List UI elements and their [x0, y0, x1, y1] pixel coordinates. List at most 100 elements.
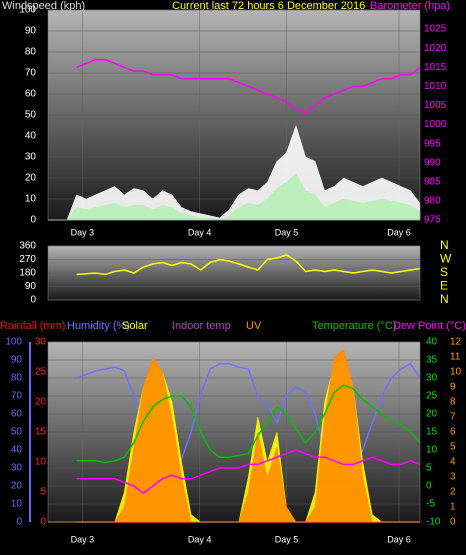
y-tick-label: 0	[16, 517, 22, 528]
y-tick-label: 180	[19, 268, 36, 279]
legend-label: Indoor temp	[172, 320, 231, 332]
y-tick-label: 70	[11, 391, 23, 402]
x-tick-label: Day 5	[275, 534, 299, 544]
series-line	[76, 58, 421, 114]
x-tick-label: Day 3	[71, 534, 95, 544]
y-tick-label: 8	[450, 397, 456, 408]
x-tick-label: Day 6	[387, 227, 411, 237]
y-axis-title: Windspeed (kph)	[2, 0, 85, 12]
y-tick-label: 40	[426, 337, 438, 348]
y-tick-label: S	[440, 265, 448, 279]
y-tick-label: 25	[35, 367, 47, 378]
y-tick-label: 11	[450, 352, 461, 363]
y-tick-label: 360	[19, 241, 36, 252]
y-tick-label: 1	[450, 502, 456, 513]
y-tick-label: 50	[25, 110, 37, 121]
y-tick-label: 10	[25, 194, 37, 205]
legend-label: Temperature (°C)	[312, 320, 396, 332]
y-tick-label: 9	[450, 382, 456, 393]
y-tick-label: 80	[11, 373, 23, 384]
y-tick-label: 12	[450, 337, 462, 348]
y-tick-label: 100	[19, 5, 36, 16]
y-tick-label: 20	[35, 397, 47, 408]
y-tick-label: 10	[450, 367, 462, 378]
y-tick-label: 40	[25, 131, 37, 142]
series-line	[76, 254, 421, 276]
y-tick-label: 7	[450, 412, 456, 423]
legend-label: Humidity (%)	[67, 320, 130, 332]
y-tick-label: 40	[11, 445, 23, 456]
y-tick-label: 15	[426, 427, 438, 438]
x-tick-label: Day 5	[275, 227, 299, 237]
y2-axis-title: Barometer (hpa)	[370, 0, 450, 12]
y-tick-label: 60	[25, 89, 37, 100]
series-line	[76, 362, 421, 478]
plot-border	[47, 245, 421, 301]
y-tick-label: 2	[450, 487, 456, 498]
y-tick-label: 995	[424, 138, 441, 149]
y-tick-label: 1025	[424, 24, 447, 35]
y-tick-label: -5	[426, 499, 435, 510]
x-tick-label: Day 4	[188, 227, 212, 237]
y-tick-label: 30	[35, 337, 47, 348]
y-tick-label: 30	[11, 463, 23, 474]
y-tick-label: 1020	[424, 43, 447, 54]
x-tick-label: Day 4	[188, 534, 212, 544]
series-line	[76, 449, 421, 495]
y-tick-label: 980	[424, 196, 441, 207]
y-tick-label: 10	[35, 457, 47, 468]
series-area	[48, 173, 421, 221]
y-tick-label: 270	[19, 254, 36, 265]
y-tick-label: 1005	[424, 100, 447, 111]
x-tick-label: Day 6	[387, 534, 411, 544]
y-tick-label: 80	[25, 47, 37, 58]
y-tick-label: 4	[450, 457, 456, 468]
y-tick-label: 10	[11, 499, 23, 510]
y-tick-label: 60	[11, 409, 23, 420]
y-tick-label: 0	[426, 481, 432, 492]
y-tick-label: 35	[426, 355, 438, 366]
y-tick-label: 985	[424, 176, 441, 187]
y-tick-label: 20	[25, 173, 37, 184]
y-tick-label: 1010	[424, 81, 447, 92]
legend-label: UV	[246, 320, 262, 332]
y-tick-label: 100	[5, 337, 22, 348]
y-tick-label: 0	[30, 295, 36, 306]
y-tick-label: 10	[426, 445, 438, 456]
y-tick-label: 0	[450, 517, 456, 528]
y-tick-label: 0	[30, 215, 36, 226]
y-tick-label: E	[440, 279, 448, 293]
y-tick-label: 0	[40, 517, 46, 528]
y-tick-label: 70	[25, 68, 37, 79]
y-tick-label: 90	[25, 281, 37, 292]
legend-label: Rainfall (mm)	[0, 320, 65, 332]
series-area	[48, 124, 421, 221]
y-tick-label: 6	[450, 427, 456, 438]
legend-label: Dew Point (°C)	[393, 320, 466, 332]
y-tick-label: 990	[424, 157, 441, 168]
y-tick-label: W	[440, 252, 452, 266]
legend-label: Solar	[122, 320, 148, 332]
y-tick-label: 25	[426, 391, 438, 402]
y-tick-label: N	[440, 292, 449, 306]
plot-border	[47, 341, 421, 523]
y-tick-label: 1015	[424, 62, 447, 73]
series-line	[76, 384, 421, 464]
y-tick-label: 90	[11, 355, 23, 366]
y-tick-label: 1000	[424, 119, 447, 130]
y-tick-label: 20	[11, 481, 23, 492]
y-tick-label: 50	[11, 427, 23, 438]
chart-title: Current last 72 hours 6 December 2016	[172, 0, 365, 12]
y-tick-label: 30	[25, 152, 37, 163]
y-tick-label: 90	[25, 26, 37, 37]
y-tick-label: 15	[35, 427, 47, 438]
y-tick-label: 5	[40, 487, 46, 498]
y-tick-label: 20	[426, 409, 438, 420]
x-tick-label: Day 3	[71, 227, 95, 237]
y-tick-label: N	[440, 238, 449, 252]
plot-border	[47, 9, 421, 221]
y-tick-label: 30	[426, 373, 438, 384]
y-tick-label: -10	[426, 517, 441, 528]
